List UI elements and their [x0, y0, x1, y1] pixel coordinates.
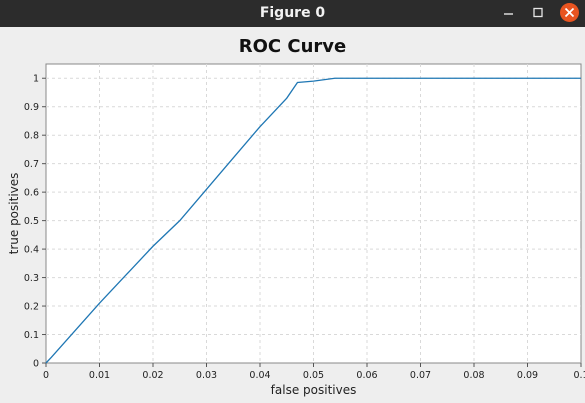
maximize-button[interactable]	[525, 0, 551, 27]
close-icon	[564, 7, 575, 18]
x-tick-label: 0.02	[142, 370, 163, 381]
x-tick-label: 0.08	[463, 370, 484, 381]
y-tick-label: 0.6	[24, 188, 39, 199]
y-tick-label: 0.1	[24, 330, 39, 341]
x-tick-label: 0.07	[410, 370, 431, 381]
x-axis-label: false positives	[271, 383, 357, 397]
title-bar[interactable]: Figure 0	[0, 0, 585, 27]
x-tick-label: 0.01	[89, 370, 110, 381]
y-axis-ticks: 0 0.1 0.2 0.3 0.4 0.5 0.6 0.7 0.8 0.9 1	[24, 74, 46, 370]
x-tick-label: 0	[43, 370, 49, 381]
close-button[interactable]	[556, 0, 582, 27]
x-tick-label: 0.03	[196, 370, 217, 381]
y-tick-label: 0.9	[24, 102, 39, 113]
y-tick-label: 0.5	[24, 216, 39, 227]
series-layer	[45, 77, 581, 364]
y-axis-label: true positives	[7, 173, 21, 255]
maximize-icon	[533, 7, 543, 18]
x-tick-label: 0.04	[249, 370, 270, 381]
x-axis-ticks: 0 0.01 0.02 0.03 0.04 0.05 0.06 0.07 0.08 0.09 0.1	[43, 363, 585, 381]
y-tick-label: 0.2	[24, 302, 39, 313]
y-tick-label: 0.8	[24, 131, 39, 142]
x-tick-label: 0.05	[303, 370, 324, 381]
chart-title: ROC Curve	[238, 36, 347, 57]
y-tick-label: 0	[33, 359, 39, 370]
minimize-icon	[504, 13, 513, 15]
minimize-button[interactable]	[496, 0, 522, 27]
x-tick-label: 0.06	[356, 370, 377, 381]
y-tick-label: 0.4	[24, 245, 39, 256]
x-tick-label: 0.09	[517, 370, 538, 381]
x-tick-label: 0.1	[573, 370, 585, 381]
y-tick-label: 1	[33, 74, 39, 85]
y-tick-label: 0.3	[24, 273, 39, 284]
y-tick-label: 0.7	[24, 159, 39, 170]
roc-series-line	[45, 77, 581, 364]
window-title: Figure 0	[259, 5, 326, 21]
